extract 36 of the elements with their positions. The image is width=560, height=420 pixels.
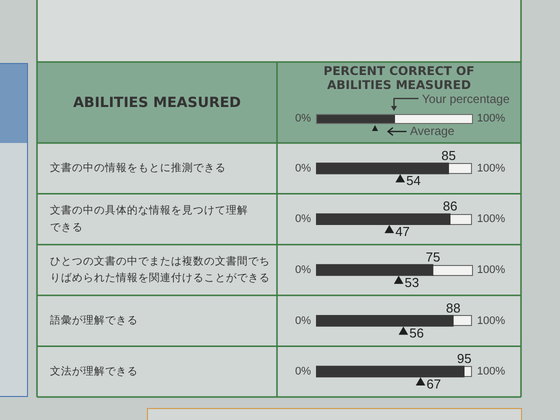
y-tick-label: 文法が理解できる bbox=[50, 364, 138, 378]
text: 0% bbox=[295, 314, 311, 327]
y-tick-label: 語彙が理解できる bbox=[50, 314, 138, 327]
chart-title: PERCENT CORRECT OF ABILITIES MEASURED bbox=[324, 64, 474, 92]
text: 0% bbox=[295, 213, 311, 226]
data-label: 95 bbox=[456, 351, 472, 366]
y-tick-label: ひとつの文書の中でまたは複数の文書間でちりばめられた情報を関連付けることができる bbox=[50, 254, 270, 284]
text: 0% bbox=[295, 162, 312, 174]
y-tick-label: 文書の中の情報をもとに推測できる bbox=[50, 161, 226, 174]
point bbox=[416, 377, 426, 386]
text: 100% bbox=[477, 314, 506, 327]
text: 100% bbox=[477, 162, 506, 174]
text: 100% bbox=[477, 264, 506, 276]
point bbox=[384, 224, 394, 234]
data-label: 56 bbox=[409, 326, 424, 341]
text: 0% bbox=[295, 264, 311, 276]
text: 0% bbox=[295, 366, 311, 378]
y-axis-title: ABILITIES MEASURED bbox=[73, 95, 241, 112]
text: 100% bbox=[477, 213, 506, 226]
data-label: 47 bbox=[395, 224, 410, 239]
data-label: 54 bbox=[406, 173, 421, 188]
data-label: 75 bbox=[426, 250, 440, 264]
legend-label: Average bbox=[410, 124, 455, 138]
data-label: 86 bbox=[442, 198, 458, 214]
y-tick-label: 文書の中の具体的な情報を見つけて理解できる bbox=[50, 204, 248, 234]
data-label: 53 bbox=[404, 274, 420, 290]
text: 100% bbox=[477, 366, 506, 378]
text: 0% bbox=[295, 112, 311, 125]
data-label: 67 bbox=[426, 376, 441, 392]
data-label: 88 bbox=[446, 300, 461, 316]
text: 100% bbox=[477, 112, 506, 125]
point bbox=[398, 326, 408, 335]
legend-label: Your percentage bbox=[422, 92, 510, 106]
point bbox=[395, 174, 406, 182]
point bbox=[394, 276, 404, 284]
data-label: 85 bbox=[441, 148, 456, 163]
